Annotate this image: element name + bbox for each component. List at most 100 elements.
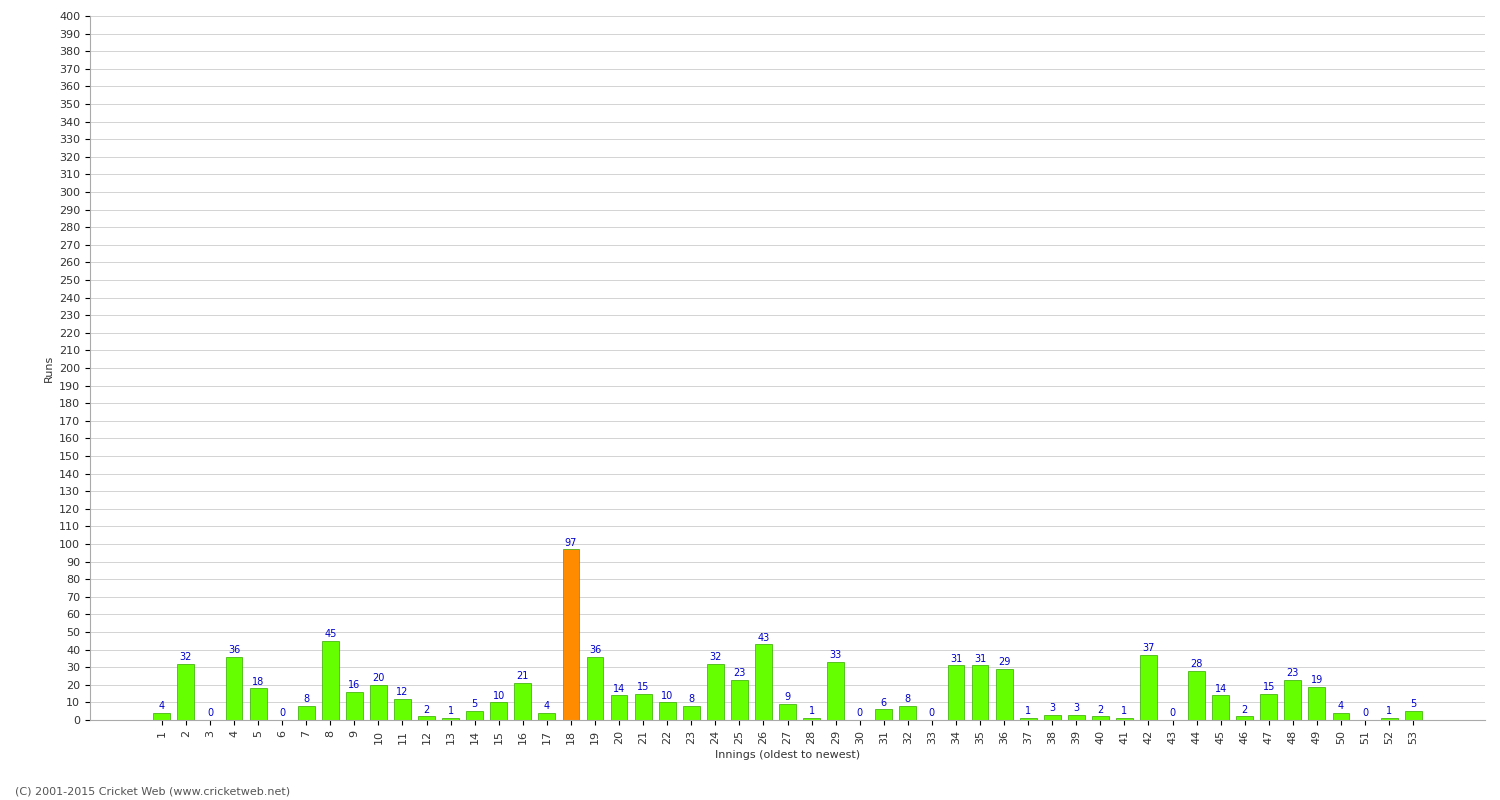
Bar — [1332, 713, 1350, 720]
Bar — [1020, 718, 1036, 720]
Text: 0: 0 — [856, 708, 862, 718]
Bar — [682, 706, 699, 720]
Bar — [153, 713, 171, 720]
Text: 10: 10 — [662, 690, 674, 701]
Text: 4: 4 — [1338, 701, 1344, 711]
Bar — [610, 695, 627, 720]
Text: 37: 37 — [1143, 643, 1155, 653]
Text: 1: 1 — [1024, 706, 1030, 717]
Text: 23: 23 — [734, 668, 746, 678]
Text: 10: 10 — [492, 690, 506, 701]
Bar — [706, 664, 723, 720]
Text: 3: 3 — [1072, 703, 1080, 713]
Bar — [972, 666, 988, 720]
Text: 4: 4 — [544, 701, 550, 711]
Text: 32: 32 — [710, 652, 722, 662]
Bar — [827, 662, 844, 720]
Bar — [778, 704, 796, 720]
Bar — [802, 718, 820, 720]
Bar — [442, 718, 459, 720]
Bar — [658, 702, 675, 720]
Bar — [1260, 694, 1276, 720]
Text: 28: 28 — [1191, 659, 1203, 669]
Text: 31: 31 — [974, 654, 986, 664]
Text: 36: 36 — [590, 645, 602, 655]
Text: 1: 1 — [1386, 706, 1392, 717]
Bar — [1404, 711, 1422, 720]
Text: 14: 14 — [1215, 683, 1227, 694]
Bar — [754, 644, 772, 720]
Text: 97: 97 — [564, 538, 578, 547]
Bar — [1188, 670, 1204, 720]
Text: 0: 0 — [1362, 708, 1368, 718]
Text: 6: 6 — [880, 698, 886, 708]
Text: 21: 21 — [516, 671, 530, 682]
Text: 18: 18 — [252, 677, 264, 686]
Bar — [1212, 695, 1228, 720]
Text: 4: 4 — [159, 701, 165, 711]
Bar — [490, 702, 507, 720]
Text: 8: 8 — [688, 694, 694, 704]
Bar — [370, 685, 387, 720]
Text: 1: 1 — [1122, 706, 1128, 717]
Text: 15: 15 — [638, 682, 650, 692]
Bar — [1380, 718, 1398, 720]
Bar — [1140, 655, 1156, 720]
Bar — [1116, 718, 1132, 720]
Text: 5: 5 — [1410, 699, 1416, 710]
Text: 29: 29 — [998, 658, 1011, 667]
Bar — [996, 669, 1012, 720]
X-axis label: Innings (oldest to newest): Innings (oldest to newest) — [716, 750, 860, 759]
Text: 36: 36 — [228, 645, 240, 655]
Bar — [419, 717, 435, 720]
Bar — [1092, 717, 1108, 720]
Bar — [538, 713, 555, 720]
Text: 45: 45 — [324, 629, 336, 639]
Bar — [730, 679, 748, 720]
Text: 2: 2 — [1242, 705, 1248, 714]
Bar — [177, 664, 195, 720]
Bar — [1236, 717, 1252, 720]
Text: 0: 0 — [207, 708, 213, 718]
Bar — [249, 688, 267, 720]
Text: 20: 20 — [372, 673, 384, 683]
Bar — [1308, 686, 1326, 720]
Text: 19: 19 — [1311, 675, 1323, 685]
Y-axis label: Runs: Runs — [44, 354, 54, 382]
Text: 14: 14 — [614, 683, 626, 694]
Bar — [466, 711, 483, 720]
Bar — [586, 657, 603, 720]
Text: 8: 8 — [904, 694, 910, 704]
Bar — [562, 550, 579, 720]
Text: 31: 31 — [950, 654, 962, 664]
Bar — [514, 683, 531, 720]
Text: 9: 9 — [784, 692, 790, 702]
Text: 0: 0 — [1170, 708, 1176, 718]
Text: 33: 33 — [830, 650, 842, 660]
Text: (C) 2001-2015 Cricket Web (www.cricketweb.net): (C) 2001-2015 Cricket Web (www.cricketwe… — [15, 786, 290, 796]
Text: 16: 16 — [348, 680, 360, 690]
Bar — [876, 710, 892, 720]
Bar — [1284, 679, 1302, 720]
Text: 32: 32 — [180, 652, 192, 662]
Bar — [948, 666, 964, 720]
Text: 2: 2 — [1096, 705, 1104, 714]
Bar — [1044, 714, 1060, 720]
Text: 1: 1 — [447, 706, 453, 717]
Bar — [225, 657, 243, 720]
Text: 43: 43 — [758, 633, 770, 642]
Bar — [634, 694, 651, 720]
Text: 2: 2 — [423, 705, 429, 714]
Text: 23: 23 — [1287, 668, 1299, 678]
Bar — [394, 699, 411, 720]
Bar — [322, 641, 339, 720]
Bar — [1068, 714, 1084, 720]
Bar — [900, 706, 916, 720]
Text: 5: 5 — [471, 699, 478, 710]
Text: 12: 12 — [396, 687, 408, 697]
Bar — [298, 706, 315, 720]
Text: 8: 8 — [303, 694, 309, 704]
Text: 15: 15 — [1263, 682, 1275, 692]
Text: 1: 1 — [808, 706, 814, 717]
Text: 0: 0 — [279, 708, 285, 718]
